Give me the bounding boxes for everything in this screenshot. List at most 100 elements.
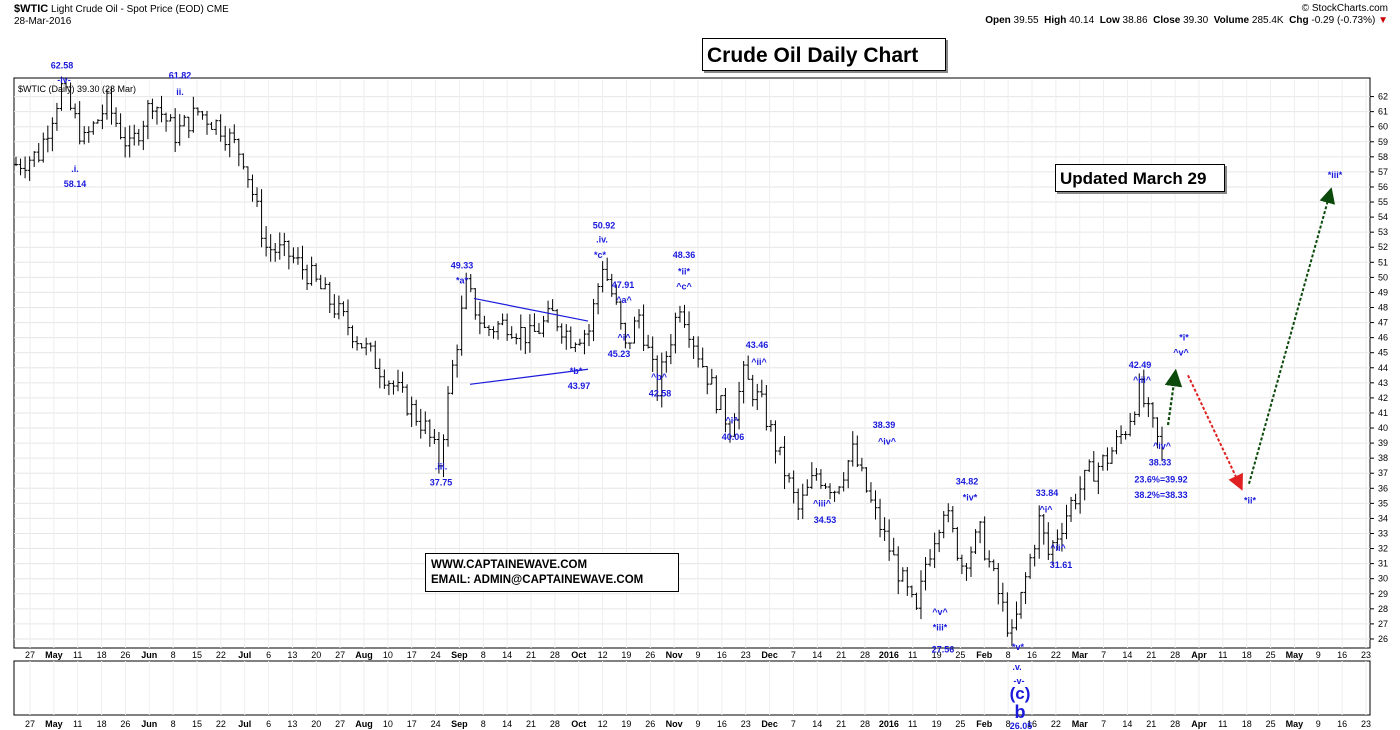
wave-annotation: ^i^	[617, 333, 631, 343]
x-tick-label: 14	[812, 650, 822, 660]
x-tick-label-lower: Nov	[666, 719, 683, 729]
triangle-lower-line	[469, 368, 589, 385]
x-tick-label-lower: 16	[717, 719, 727, 729]
wave-annotation: *iii*	[1328, 170, 1343, 180]
close-label: Close	[1153, 15, 1181, 26]
y-tick-label: 49	[1378, 287, 1388, 297]
wave-annotation: 50.92	[593, 220, 616, 230]
wave-annotation: ^v^	[1173, 348, 1189, 358]
y-tick-label: 61	[1378, 107, 1388, 117]
wave-annotation: ^i^	[725, 416, 739, 426]
x-tick-label: Dec	[761, 650, 778, 660]
y-tick-label: 39	[1378, 438, 1388, 448]
x-tick-label-lower: 25	[1266, 719, 1276, 729]
x-tick-label-lower: 14	[812, 719, 822, 729]
y-tick-label: 48	[1378, 303, 1388, 313]
wave-annotation: 48.36	[673, 250, 696, 260]
x-tick-label-lower: 22	[216, 719, 226, 729]
wave-annotation: *i*	[1179, 333, 1189, 343]
y-tick-label: 38	[1378, 453, 1388, 463]
x-tick-label-lower: Jun	[141, 719, 157, 729]
x-tick-label-lower: Sep	[451, 719, 468, 729]
x-tick-label-lower: 28	[860, 719, 870, 729]
wave-annotation: ^v^	[932, 607, 948, 617]
wave-annotation: *v*	[1012, 642, 1025, 652]
down-arrow	[1187, 374, 1243, 491]
wave-annotation: 27.56	[932, 645, 955, 655]
high-label: High	[1044, 15, 1067, 26]
wave-annotation: ^i^	[1039, 504, 1053, 514]
x-tick-label-lower: 27	[335, 719, 345, 729]
y-tick-label: 36	[1378, 483, 1388, 493]
wave-annotation: -v-	[1014, 676, 1025, 686]
wave-annotation: ^iii^	[813, 498, 832, 508]
x-tick-label: 26	[645, 650, 655, 660]
wave-annotation: ^ii^	[751, 357, 767, 367]
x-tick-label-lower: 12	[598, 719, 608, 729]
y-tick-label: 51	[1378, 257, 1388, 267]
y-tick-label: 58	[1378, 152, 1388, 162]
lower-panel-frame	[13, 660, 1371, 716]
x-tick-label: Jul	[238, 650, 251, 660]
wave-annotation: 42.58	[649, 388, 672, 398]
wave-annotation: 61.82	[169, 70, 192, 80]
y-tick-label: 41	[1378, 408, 1388, 418]
x-tick-label: 26	[120, 650, 130, 660]
y-tick-label: 54	[1378, 212, 1388, 222]
x-tick-label: 11	[1218, 650, 1227, 660]
wave-annotation: 49.33	[451, 260, 474, 270]
x-tick-label-lower: 21	[836, 719, 846, 729]
close-value: 39.30	[1183, 15, 1209, 26]
y-tick-label: 52	[1378, 242, 1388, 252]
wave-annotation: -iv-	[57, 75, 71, 85]
y-tick-label: 43	[1378, 378, 1388, 388]
x-tick-label-lower: 27	[25, 719, 35, 729]
y-tick-label: 34	[1378, 513, 1388, 523]
x-tick-label: 7	[791, 650, 796, 660]
low-label: Low	[1099, 15, 1120, 26]
x-tick-label: 21	[836, 650, 846, 660]
x-tick-label: 28	[1170, 650, 1180, 660]
x-tick-label: Jun	[141, 650, 157, 660]
y-tick-label: 56	[1378, 182, 1388, 192]
x-tick-label-lower: 6	[266, 719, 271, 729]
x-tick-label: 16	[1337, 650, 1347, 660]
x-tick-label: Mar	[1072, 650, 1089, 660]
x-tick-label: 19	[932, 650, 942, 660]
wave-annotation: 43.97	[568, 381, 591, 391]
x-tick-label-lower: Apr	[1191, 719, 1207, 729]
x-tick-label-lower: Mar	[1072, 719, 1089, 729]
x-tick-label-lower: 7	[1101, 719, 1106, 729]
wave-annotation: ^b^	[651, 372, 668, 382]
x-tick-label: 25	[955, 650, 965, 660]
x-tick-label-lower: 23	[741, 719, 751, 729]
y-tick-label: 33	[1378, 528, 1388, 538]
x-tick-label-lower: 8	[171, 719, 176, 729]
wave-annotation: 43.46	[746, 340, 769, 350]
x-tick-label: 21	[526, 650, 536, 660]
wave-annotation: 38.33	[1149, 458, 1172, 468]
y-tick-label: 27	[1378, 619, 1388, 629]
x-tick-label: 11	[73, 650, 82, 660]
x-tick-label-lower: 14	[1122, 719, 1132, 729]
x-tick-label: 2016	[879, 650, 899, 660]
wave-annotation: 38.39	[873, 420, 896, 430]
x-tick-label-lower: 23	[1361, 719, 1371, 729]
wave-annotation: 37.75	[430, 477, 453, 487]
x-tick-label: 28	[860, 650, 870, 660]
open-value: 39.55	[1013, 15, 1039, 26]
y-tick-label: 50	[1378, 272, 1388, 282]
wave-annotation: 47.91	[612, 280, 635, 290]
x-tick-label: 27	[335, 650, 345, 660]
wave-annotation: 58.14	[64, 179, 87, 189]
x-tick-label: Oct	[571, 650, 586, 660]
wave-annotation: *c*	[594, 250, 607, 260]
x-tick-label-lower: 11	[1218, 719, 1227, 729]
y-tick-label: 53	[1378, 227, 1388, 237]
symbol-name: Light Crude Oil - Spot Price (EOD)	[51, 4, 204, 15]
high-value: 40.14	[1069, 15, 1095, 26]
y-tick-label: 42	[1378, 393, 1388, 403]
wave-annotation: ^iii^	[1133, 375, 1152, 385]
y-tick-label: 44	[1378, 363, 1388, 373]
chart-header-right: © StockCharts.com Open 39.55 High 40.14 …	[985, 3, 1388, 27]
